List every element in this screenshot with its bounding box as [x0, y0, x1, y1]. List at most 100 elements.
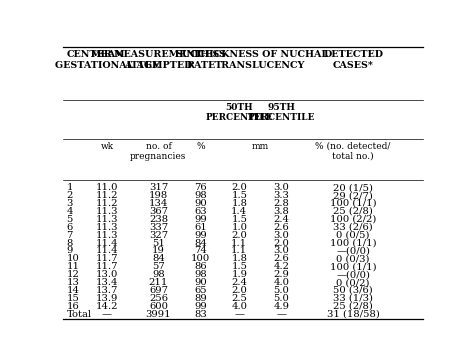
Text: 5: 5: [66, 215, 73, 224]
Text: 98: 98: [194, 191, 207, 200]
Text: wk: wk: [100, 141, 114, 150]
Text: 100 (1/1): 100 (1/1): [330, 262, 376, 271]
Text: mm: mm: [252, 141, 269, 150]
Text: 1.5: 1.5: [231, 215, 247, 224]
Text: 11: 11: [66, 262, 80, 271]
Text: 7: 7: [66, 231, 73, 240]
Text: 11.3: 11.3: [96, 231, 118, 240]
Text: 2.6: 2.6: [273, 255, 289, 264]
Text: 1.0: 1.0: [231, 223, 247, 232]
Text: 11.3: 11.3: [96, 207, 118, 216]
Text: 1.1: 1.1: [231, 239, 247, 248]
Text: 337: 337: [149, 223, 168, 232]
Text: 1: 1: [66, 183, 73, 192]
Text: 256: 256: [149, 294, 168, 303]
Text: 90: 90: [194, 278, 207, 287]
Text: 14: 14: [66, 286, 80, 295]
Text: 0 (0/5): 0 (0/5): [337, 231, 370, 240]
Text: 13.0: 13.0: [96, 270, 118, 279]
Text: 2: 2: [66, 191, 73, 200]
Text: 99: 99: [194, 215, 207, 224]
Text: 11.7: 11.7: [96, 262, 118, 271]
Text: 63: 63: [194, 207, 207, 216]
Text: 327: 327: [149, 231, 168, 240]
Text: 14.2: 14.2: [96, 302, 118, 311]
Text: 11.7: 11.7: [96, 255, 118, 264]
Text: 2.9: 2.9: [273, 270, 290, 279]
Text: 1.8: 1.8: [231, 199, 247, 208]
Text: 11.4: 11.4: [96, 247, 118, 256]
Text: 20 (1/5): 20 (1/5): [333, 183, 373, 192]
Text: 2.6: 2.6: [273, 223, 289, 232]
Text: 13.7: 13.7: [96, 286, 118, 295]
Text: 6: 6: [66, 223, 73, 232]
Text: 2.0: 2.0: [231, 231, 247, 240]
Text: MEASUREMENT
ATTEMPTED: MEASUREMENT ATTEMPTED: [114, 50, 203, 69]
Text: 8: 8: [66, 239, 73, 248]
Text: 89: 89: [194, 294, 207, 303]
Text: 367: 367: [149, 207, 168, 216]
Text: 2.0: 2.0: [231, 286, 247, 295]
Text: 100 (1/1): 100 (1/1): [330, 199, 376, 208]
Text: 12: 12: [66, 270, 80, 279]
Text: MEAN
GESTATIONAL AGE: MEAN GESTATIONAL AGE: [55, 50, 159, 69]
Text: 99: 99: [194, 231, 207, 240]
Text: 11.2: 11.2: [96, 199, 118, 208]
Text: 1.4: 1.4: [231, 207, 247, 216]
Text: 0 (0/2): 0 (0/2): [337, 278, 370, 287]
Text: 13.4: 13.4: [96, 278, 118, 287]
Text: 51: 51: [152, 239, 165, 248]
Text: 2.5: 2.5: [231, 294, 247, 303]
Text: 3991: 3991: [146, 310, 171, 319]
Text: 3.3: 3.3: [273, 191, 290, 200]
Text: 99: 99: [194, 302, 207, 311]
Text: 98: 98: [194, 270, 207, 279]
Text: 15: 15: [66, 294, 80, 303]
Text: 50 (3/6): 50 (3/6): [333, 286, 373, 295]
Text: —(0/0): —(0/0): [336, 270, 370, 279]
Text: SUCCESS
RATE: SUCCESS RATE: [175, 50, 226, 69]
Text: —(0/0): —(0/0): [336, 247, 370, 256]
Text: 4.0: 4.0: [231, 302, 247, 311]
Text: 2.8: 2.8: [273, 199, 290, 208]
Text: 74: 74: [194, 247, 207, 256]
Text: 84: 84: [194, 239, 207, 248]
Text: 4.2: 4.2: [273, 262, 290, 271]
Text: DETECTED
CASES*: DETECTED CASES*: [323, 50, 383, 69]
Text: no. of
pregnancies: no. of pregnancies: [130, 141, 187, 161]
Text: 11.2: 11.2: [96, 191, 118, 200]
Text: 3: 3: [66, 199, 73, 208]
Text: 84: 84: [152, 255, 165, 264]
Text: 238: 238: [149, 215, 168, 224]
Text: 83: 83: [194, 310, 207, 319]
Text: 5.0: 5.0: [273, 294, 290, 303]
Text: 4.0: 4.0: [273, 278, 290, 287]
Text: 1.5: 1.5: [231, 191, 247, 200]
Text: 50TH
PERCENTILE: 50TH PERCENTILE: [206, 103, 273, 122]
Text: 61: 61: [194, 223, 207, 232]
Text: 76: 76: [194, 183, 207, 192]
Text: 3.8: 3.8: [273, 207, 290, 216]
Text: 3.0: 3.0: [273, 183, 290, 192]
Text: 100: 100: [191, 255, 210, 264]
Text: 25 (2/8): 25 (2/8): [333, 302, 373, 311]
Text: 19: 19: [152, 247, 165, 256]
Text: 33 (2/6): 33 (2/6): [333, 223, 373, 232]
Text: 86: 86: [194, 262, 207, 271]
Text: 13: 13: [66, 278, 80, 287]
Text: 3.0: 3.0: [273, 231, 290, 240]
Text: 1.5: 1.5: [231, 262, 247, 271]
Text: 16: 16: [66, 302, 79, 311]
Text: —: —: [102, 310, 112, 319]
Text: 13.9: 13.9: [96, 294, 118, 303]
Text: 100 (1/1): 100 (1/1): [330, 239, 376, 248]
Text: —: —: [234, 310, 244, 319]
Text: 198: 198: [149, 191, 168, 200]
Text: 2.0: 2.0: [231, 183, 247, 192]
Text: 3.0: 3.0: [273, 247, 290, 256]
Text: 1.1: 1.1: [231, 247, 247, 256]
Text: 697: 697: [149, 286, 168, 295]
Text: THICKNESS OF NUCHAL
TRANSLUCENCY: THICKNESS OF NUCHAL TRANSLUCENCY: [193, 50, 328, 69]
Text: 9: 9: [66, 247, 73, 256]
Text: 33 (1/3): 33 (1/3): [333, 294, 373, 303]
